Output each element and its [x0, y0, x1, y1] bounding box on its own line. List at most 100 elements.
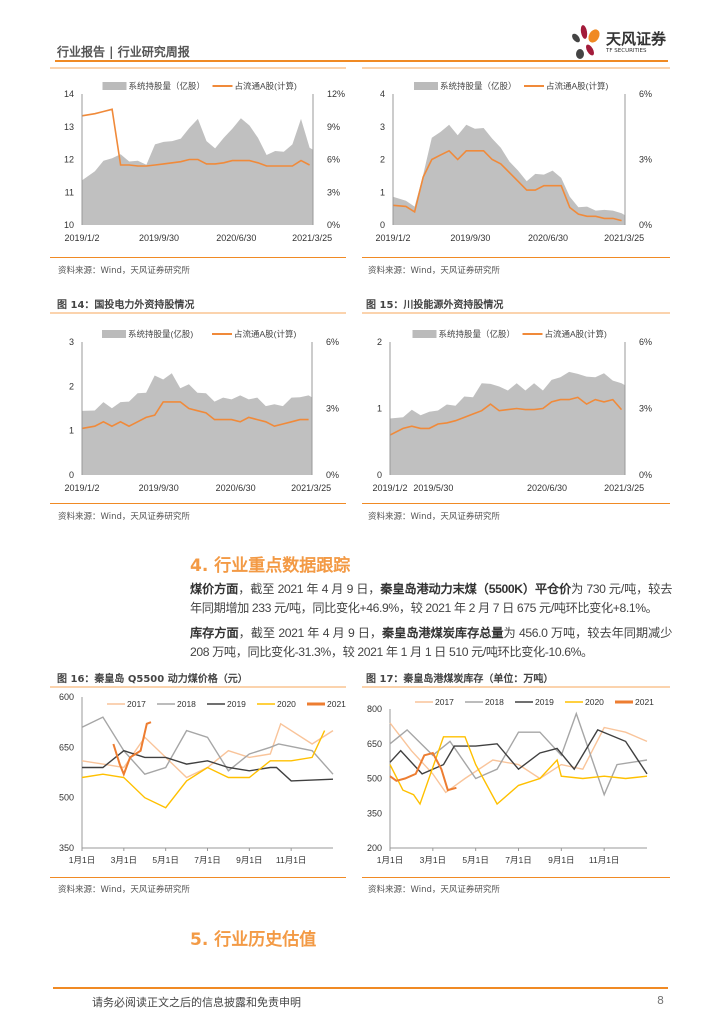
- y-tick-label: 200: [367, 843, 382, 853]
- chart-figure-14: 0 1 2 3 0% 3% 6% 2019/1/2 2019/9/30 2020/6/30 2021…: [64, 329, 339, 493]
- chart-figure-17: 200 350 500 650 800 1月1日 3月1日 5月1日 7月1日 9月1日 11月1日…: [367, 697, 654, 865]
- y-tick-label: 350: [59, 843, 74, 853]
- y2-tick-label: 9%: [327, 122, 340, 132]
- series-line-2021: [112, 721, 152, 777]
- source-note: 资料来源：Wind，天风证券研究所: [368, 512, 500, 522]
- divider: [362, 877, 670, 878]
- x-tick-label: 2020/6/30: [216, 233, 256, 243]
- holdings-area: [82, 118, 313, 225]
- x-tick-label: 2019/1/2: [375, 233, 410, 243]
- section-4-heading: 4. 行业重点数据跟踪: [190, 556, 351, 576]
- report-header: 行业报告 | 行业研究周报: [57, 45, 190, 59]
- y-tick-label: 500: [367, 774, 382, 784]
- legend-label: 2020: [585, 697, 604, 707]
- series-line-2018: [389, 711, 648, 797]
- y2-tick-label: 3%: [639, 404, 652, 414]
- source-note: 资料来源：Wind，天风证券研究所: [58, 512, 190, 522]
- coal-price-paragraph: 煤价方面，截至 2021 年 4 月 9 日，秦皇岛港动力末煤（5500K）平仓…: [190, 580, 672, 618]
- x-tick-label: 2019/1/2: [64, 233, 99, 243]
- chart-figure-15: 0 1 2 0% 3% 6% 2019/1/2 2019/5/30 2020/6/30 2021/…: [372, 329, 652, 493]
- y2-tick-label: 3%: [639, 155, 652, 165]
- y2-tick-label: 6%: [326, 337, 339, 347]
- y-tick-label: 11: [65, 187, 74, 197]
- legend-label: 2017: [127, 699, 146, 709]
- x-tick-label: 11月1日: [276, 855, 307, 865]
- legend-label: 系统持股量（亿股）: [440, 81, 517, 91]
- divider: [50, 877, 346, 878]
- y2-tick-label: 0%: [326, 470, 339, 480]
- legend-label: 2021: [635, 697, 654, 707]
- legend-label: 占流通A股(计算): [546, 81, 609, 91]
- figure-14-title: 图 14：国投电力外资持股情况: [57, 300, 195, 311]
- divider: [50, 67, 346, 69]
- source-note: 资料来源：Wind，天风证券研究所: [58, 266, 190, 276]
- bold-phrase: 煤价方面: [190, 582, 239, 596]
- y2-tick-label: 6%: [327, 155, 340, 165]
- figure-17-title: 图 17：秦皇岛港煤炭库存（单位：万吨）: [366, 674, 554, 685]
- section-4-body: 煤价方面，截至 2021 年 4 月 9 日，秦皇岛港动力末煤（5500K）平仓…: [190, 580, 672, 662]
- y2-tick-label: 3%: [326, 404, 339, 414]
- holdings-area: [82, 373, 312, 475]
- bold-phrase: 秦皇岛港动力末煤（5500K）平仓价: [380, 582, 572, 596]
- y-tick-label: 1: [69, 426, 74, 436]
- figure-16-title: 图 16：秦皇岛 Q5500 动力煤价格（元）: [57, 674, 248, 685]
- tf-logo-icon: [572, 25, 600, 59]
- x-tick-label: 11月1日: [589, 855, 620, 865]
- page-number: 8: [657, 994, 664, 1007]
- x-tick-label: 9月1日: [236, 855, 262, 865]
- legend-label: 2018: [177, 699, 196, 709]
- y-tick-label: 2: [377, 337, 382, 347]
- y-tick-label: 3: [69, 337, 74, 347]
- series-line-2019: [389, 729, 648, 775]
- y-tick-label: 12: [64, 155, 74, 165]
- legend-label: 2017: [435, 697, 454, 707]
- legend-label: 2018: [485, 697, 504, 707]
- source-note: 资料来源：Wind，天风证券研究所: [368, 885, 500, 895]
- y2-tick-label: 12%: [327, 89, 345, 99]
- x-tick-label: 2020/6/30: [528, 233, 568, 243]
- pct-line: [81, 108, 310, 167]
- pct-line: [81, 401, 309, 430]
- x-tick-label: 2019/9/30: [450, 233, 490, 243]
- legend-label: 系统持股量（亿股）: [129, 81, 206, 91]
- y2-tick-label: 6%: [639, 89, 652, 99]
- series-line-2019: [82, 749, 334, 782]
- y2-tick-label: 0%: [639, 470, 652, 480]
- x-tick-label: 7月1日: [505, 855, 531, 865]
- holdings-area: [390, 371, 625, 475]
- y-tick-label: 650: [59, 742, 74, 752]
- legend-label: 2020: [277, 699, 296, 709]
- y-tick-label: 600: [59, 692, 74, 702]
- y-tick-label: 10: [64, 220, 74, 230]
- y-tick-label: 0: [377, 470, 382, 480]
- x-tick-label: 1月1日: [377, 855, 403, 865]
- y-tick-label: 350: [367, 808, 382, 818]
- x-tick-label: 2020/6/30: [216, 483, 256, 493]
- figure-15-title: 图 15：川投能源外资持股情况: [366, 300, 504, 311]
- x-tick-label: 2021/3/25: [292, 233, 332, 243]
- divider: [362, 257, 670, 258]
- legend-label: 2021: [327, 699, 346, 709]
- disclaimer: 请务必阅读正文之后的信息披露和免责申明: [92, 996, 301, 1009]
- y2-tick-label: 6%: [639, 337, 652, 347]
- pct-line: [392, 149, 622, 222]
- y-tick-label: 0: [380, 220, 385, 230]
- series-line-2017: [389, 722, 648, 794]
- chart-top-left: 10 11 12 13 14 0% 3% 6% 9% 12% 2019/1/2 2019/9/30 20…: [64, 81, 345, 243]
- y-tick-label: 4: [380, 89, 385, 99]
- legend-label: 2019: [535, 697, 554, 707]
- y-tick-label: 500: [59, 793, 74, 803]
- legend-label: 占流通A股(计算): [235, 81, 298, 91]
- divider: [50, 686, 346, 688]
- y2-tick-label: 3%: [327, 187, 340, 197]
- y-tick-label: 650: [367, 739, 382, 749]
- x-tick-label: 2019/1/2: [64, 483, 99, 493]
- holdings-area: [393, 124, 625, 225]
- x-tick-label: 2021/3/25: [291, 483, 331, 493]
- divider: [50, 257, 346, 258]
- x-tick-label: 1月1日: [69, 855, 95, 865]
- x-tick-label: 2020/6/30: [527, 483, 567, 493]
- y-tick-label: 1: [377, 404, 382, 414]
- series-line-2017: [81, 722, 334, 779]
- y-tick-label: 13: [64, 122, 74, 132]
